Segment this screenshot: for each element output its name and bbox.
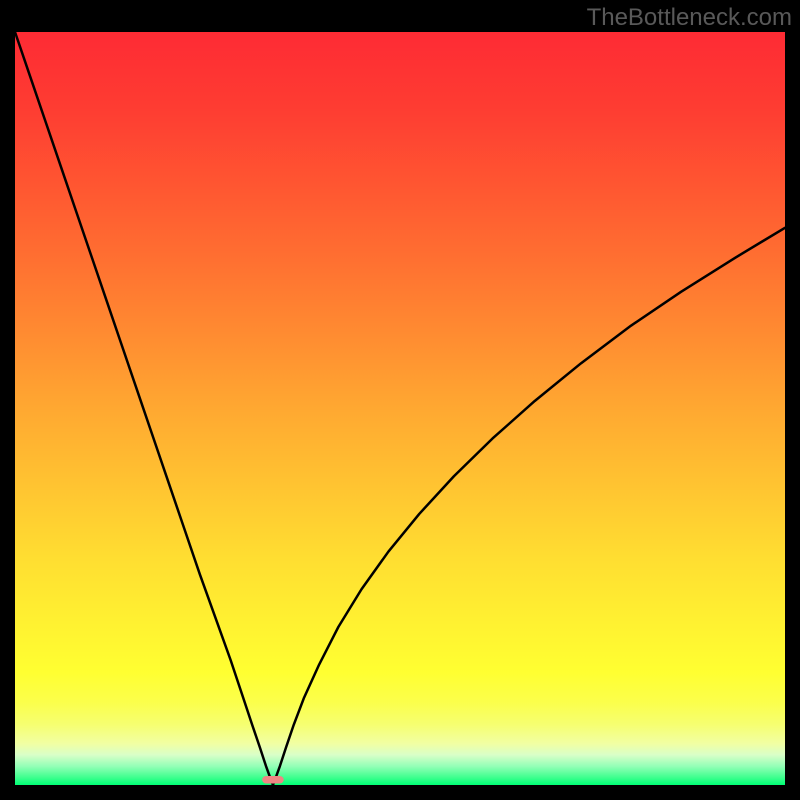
watermark-text: TheBottleneck.com bbox=[587, 4, 792, 32]
chart-container: TheBottleneck.com bbox=[0, 0, 800, 800]
bottleneck-chart bbox=[0, 0, 800, 800]
minimum-marker bbox=[262, 776, 284, 784]
gradient-background bbox=[15, 32, 785, 785]
